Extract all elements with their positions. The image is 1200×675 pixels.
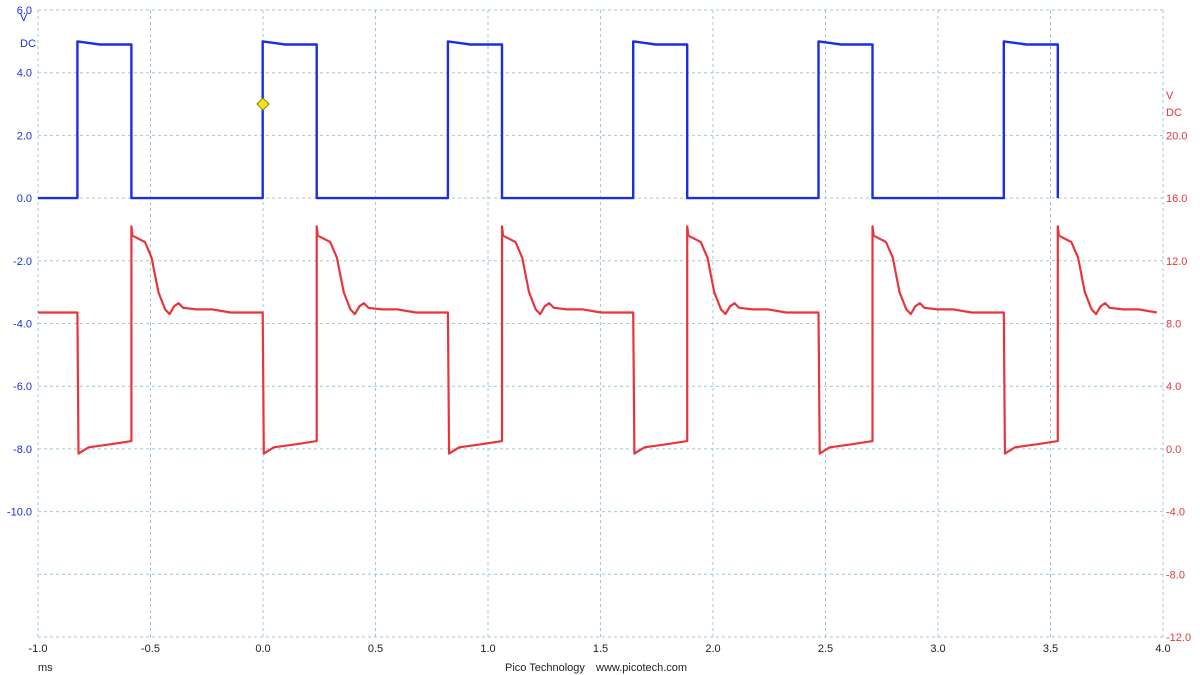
right-axis-tick-label: -8.0 <box>1166 569 1185 581</box>
right-axis-tick-label: 8.0 <box>1166 319 1181 331</box>
footer-url: www.picotech.com <box>595 662 687 674</box>
left-axis-tick-label: -8.0 <box>13 444 32 456</box>
right-axis-tick-label: -4.0 <box>1166 507 1185 519</box>
x-axis-tick-label: 1.5 <box>593 643 608 655</box>
x-axis-tick-label: 2.0 <box>705 643 720 655</box>
right-axis-tick-label: 12.0 <box>1166 256 1187 268</box>
right-axis-tick-label: -12.0 <box>1166 632 1191 644</box>
right-axis-tick-label: 0.0 <box>1166 444 1181 456</box>
left-axis-tick-label: 2.0 <box>17 130 32 142</box>
x-axis-tick-label: 4.0 <box>1155 643 1170 655</box>
trigger-marker-layer <box>256 97 270 111</box>
x-axis-tick-label: 1.0 <box>480 643 495 655</box>
left-axis-unit-label: V <box>20 12 28 24</box>
footer-brand: Pico Technology <box>505 662 585 674</box>
x-axis-tick-label: -1.0 <box>29 643 48 655</box>
x-axis-tick-label: 2.5 <box>818 643 833 655</box>
blue-trace-line <box>38 40 1059 200</box>
right-axis-coupling-label: DC <box>1166 107 1182 119</box>
left-axis-tick-label: -6.0 <box>13 381 32 393</box>
x-axis-unit-label: ms <box>38 662 53 674</box>
x-axis-tick-label: -0.5 <box>141 643 160 655</box>
left-axis-tick-label: -4.0 <box>13 319 32 331</box>
left-axis-tick-label: -2.0 <box>13 256 32 268</box>
right-axis-ticks: 20.0 16.0 12.0 8.0 4.0 0.0 -4.0 -8.0 -12.0 <box>1166 130 1191 644</box>
red-trace-line <box>38 225 1157 455</box>
left-axis-ticks: 6.0 4.0 2.0 0.0 -2.0 -4.0 -6.0 -8.0 -10.0 <box>7 5 32 519</box>
left-axis-tick-label: -10.0 <box>7 507 32 519</box>
left-axis-tick-label: 6.0 <box>17 5 32 17</box>
x-axis-ticks: -1.0 -0.5 0.0 0.5 1.0 1.5 2.0 2.5 3.0 3.5 4.0 <box>29 643 1171 655</box>
right-axis-unit-label: V <box>1166 90 1174 102</box>
x-axis-tick-label: 0.5 <box>368 643 383 655</box>
x-axis-tick-label: 3.5 <box>1043 643 1058 655</box>
waveform-traces <box>38 40 1157 455</box>
right-axis-tick-label: 20.0 <box>1166 130 1187 142</box>
left-axis-tick-label: 0.0 <box>17 193 32 205</box>
right-axis-tick-label: 16.0 <box>1166 193 1187 205</box>
grid-lines <box>37 9 1164 638</box>
left-axis-coupling-label: DC <box>20 38 36 50</box>
right-axis-tick-label: 4.0 <box>1166 381 1181 393</box>
x-axis-tick-label: 0.0 <box>255 643 270 655</box>
left-axis-tick-label: 4.0 <box>17 68 32 80</box>
x-axis-tick-label: 3.0 <box>930 643 945 655</box>
trigger-marker-icon[interactable] <box>256 97 270 111</box>
